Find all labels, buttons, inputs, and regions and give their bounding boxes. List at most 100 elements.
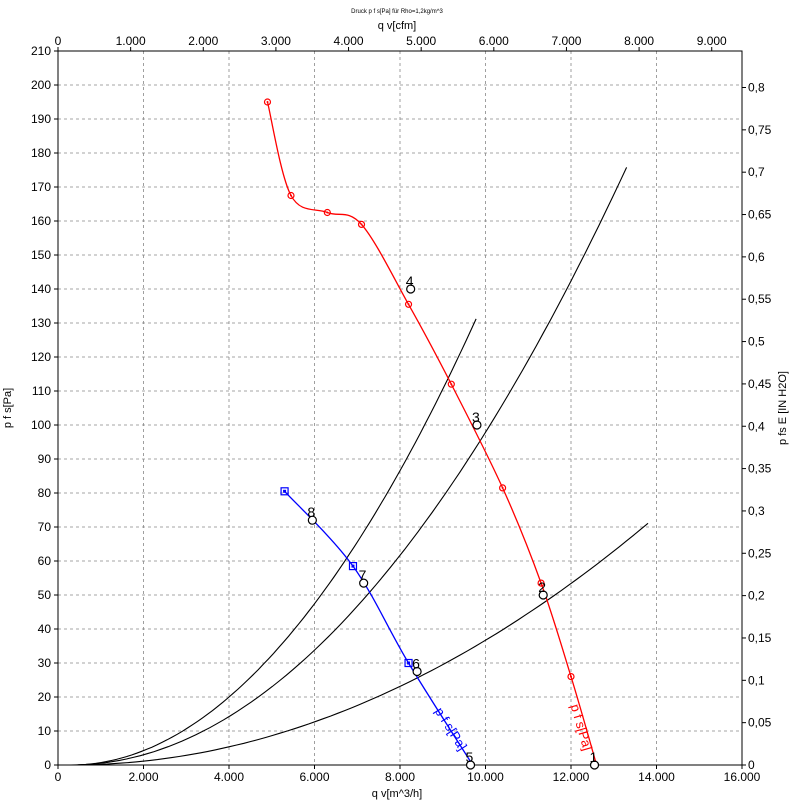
operating-point-label: 2: [538, 579, 546, 595]
y2-tick-label: 0,35: [748, 462, 772, 476]
y2-tick-label: 0,3: [748, 504, 765, 518]
y-tick-label: 120: [31, 350, 51, 364]
series-marker: [567, 672, 575, 681]
series-marker-dot: [540, 582, 543, 585]
series-marker: [499, 484, 507, 492]
y-tick-label: 150: [31, 248, 51, 262]
series-marker-dot: [407, 303, 410, 306]
operating-point: [472, 420, 482, 430]
operating-point: [589, 760, 600, 770]
x2-tick-label: 2.000: [188, 34, 218, 48]
y2-tick-label: 0,55: [748, 292, 772, 306]
operating-point: [359, 578, 369, 588]
operating-point: [465, 760, 476, 770]
y2-tick-label: 0,8: [748, 81, 765, 95]
y2-tick-label: 0,65: [748, 208, 772, 222]
series-marker-dot: [501, 486, 504, 489]
x-tick-label: 4.000: [214, 770, 244, 784]
x-tick-label: 6.000: [299, 770, 329, 784]
y-tick-label: 90: [38, 452, 52, 466]
series-marker: [357, 220, 366, 228]
y-tick-label: 100: [31, 418, 51, 432]
y2-tick-label: 0,25: [748, 546, 772, 560]
x2-tick-label: 7.000: [551, 34, 581, 48]
y2-tick-label: 0,5: [748, 335, 765, 349]
x2-tick-label: 4.000: [334, 34, 364, 48]
series-marker: [537, 579, 545, 587]
y2-tick-label: 0,1: [748, 673, 765, 687]
series-marker: [404, 300, 413, 308]
system-curve-3: [70, 522, 649, 766]
operating-point: [406, 284, 416, 294]
x2-tick-label: 1.000: [116, 34, 146, 48]
series-marker: [287, 191, 295, 200]
operating-point: [307, 515, 317, 525]
operating-points: 1 2 3 4 5 6 7 8: [307, 273, 600, 770]
x-tick-label: 14.000: [638, 770, 675, 784]
gridlines: [58, 51, 742, 765]
y-tick-label: 20: [38, 690, 52, 704]
system-curves: [70, 167, 649, 766]
y-tick-label: 40: [38, 622, 52, 636]
series-marker: [348, 561, 358, 571]
y-tick-label: 110: [32, 384, 51, 398]
x2-tick-label: 8.000: [624, 34, 654, 48]
series-marker-dot: [289, 194, 292, 197]
series-name-label: p f s[Pa]: [568, 702, 596, 752]
series-line-1: [266, 101, 598, 766]
series-marker: [447, 380, 455, 388]
chart-title: Druck p f s[Pa] für Rho=1,2kg/m^3: [351, 9, 443, 15]
y-tick-label: 130: [31, 316, 51, 330]
y2-tick-label: 0: [748, 758, 755, 772]
y-tick-label: 210: [31, 44, 51, 58]
y-tick-label: 190: [31, 112, 51, 126]
y2-axis: 0 0,05 0,1 0,15 0,2 0,25 0,3 0,35 0,4 0,45 0,5 0,55…: [742, 81, 772, 772]
y2-tick-label: 0,7: [748, 165, 765, 179]
y-tick-label: 10: [38, 724, 52, 738]
x2-tick-label: 6.000: [479, 34, 509, 48]
y-tick-label: 60: [38, 554, 52, 568]
y2-tick-label: 0,2: [748, 589, 765, 603]
operating-point-label: 1: [590, 749, 598, 765]
system-curve-2: [70, 167, 628, 766]
series-marker-dot: [450, 383, 453, 386]
x2-axis-title: q v[cfm]: [378, 20, 417, 32]
operating-point: [538, 590, 548, 600]
x2-tick-label: 5.000: [406, 34, 436, 48]
x-tick-label: 16.000: [724, 770, 761, 784]
y-tick-label: 140: [31, 282, 51, 296]
series-marker: [280, 487, 289, 496]
y2-tick-label: 0,75: [748, 123, 772, 137]
operating-point: [412, 666, 422, 677]
y-tick-label: 30: [38, 656, 52, 670]
series-marker: [404, 658, 413, 668]
operating-point-label: 6: [412, 656, 420, 672]
x-tick-label: 12.000: [553, 770, 590, 784]
y2-tick-label: 0,15: [748, 631, 772, 645]
series-marker-dot: [360, 223, 363, 226]
series-marker-dot: [570, 675, 572, 678]
y2-tick-label: 0,45: [748, 377, 772, 391]
series-marker-dot: [283, 489, 287, 493]
x2-axis: 0 1.000 2.000 3.000 4.000 5.000 6.000 7.000 8.00…: [55, 34, 727, 51]
y-tick-label: 160: [31, 214, 51, 228]
operating-point-label: 7: [359, 567, 367, 583]
y2-tick-label: 0,4: [748, 419, 765, 433]
x-tick-label: 10.000: [467, 770, 504, 784]
x-tick-label: 2.000: [128, 770, 158, 784]
operating-point-label: 3: [472, 409, 480, 425]
x2-tick-label: 0: [55, 34, 62, 48]
y2-tick-label: 0,05: [748, 716, 772, 730]
y-tick-label: 50: [38, 588, 52, 602]
y-tick-label: 180: [31, 146, 51, 160]
x-axis-title: q v[m^3/h]: [372, 788, 422, 800]
y-tick-label: 170: [31, 180, 51, 194]
y-tick-label: 0: [44, 758, 51, 772]
y2-axis-title: p fs E [IN H2O]: [777, 371, 789, 445]
y-tick-label: 200: [31, 78, 51, 92]
series-name-label: p f s[Pa]: [432, 705, 470, 753]
x2-tick-label: 9.000: [697, 34, 727, 48]
y-axis-title: p f s[Pa]: [2, 388, 14, 428]
x2-tick-label: 3.000: [261, 34, 291, 48]
